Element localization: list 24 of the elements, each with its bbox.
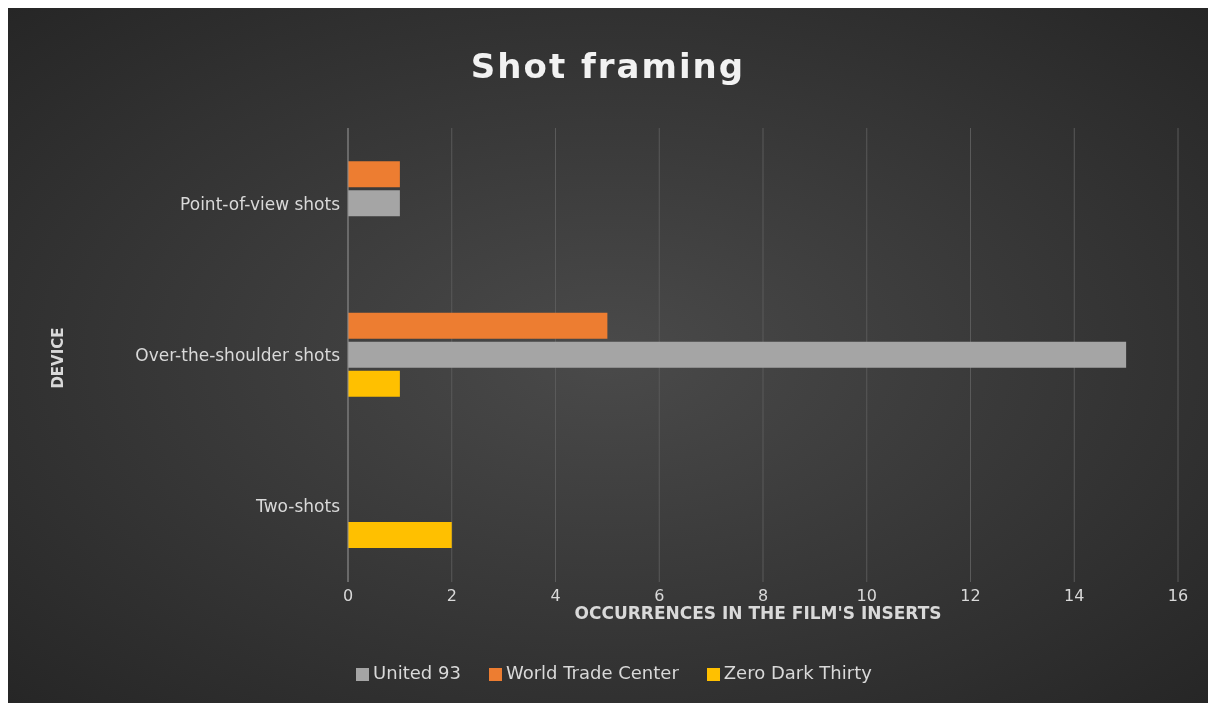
- x-tick-label: 10: [856, 586, 877, 606]
- x-tick-label: 4: [550, 586, 561, 606]
- legend-label: Zero Dark Thirty: [723, 662, 872, 683]
- x-tick-label: 12: [960, 586, 981, 606]
- legend-label: World Trade Center: [505, 662, 679, 683]
- y-tick-label: Over-the-shoulder shots: [135, 345, 341, 366]
- bar: [348, 521, 452, 548]
- x-tick-label: 2: [446, 586, 457, 606]
- bar: [348, 161, 400, 188]
- x-tick-label: 0: [342, 586, 354, 606]
- bar: [348, 312, 608, 339]
- bar: [348, 190, 400, 217]
- x-tick-label: 14: [1064, 586, 1085, 606]
- chart-title: Shot framing: [469, 46, 747, 86]
- x-tick-label: 16: [1167, 586, 1189, 606]
- legend-label: United 93: [373, 662, 461, 683]
- y-tick-label: Point-of-view shots: [180, 193, 341, 214]
- bar: [348, 370, 400, 397]
- x-tick-label: 8: [757, 586, 769, 606]
- y-tick-label: Two-shots: [255, 496, 341, 517]
- x-axis-title: OCCURRENCES IN THE FILM'S INSERTS: [574, 603, 942, 623]
- y-axis-title: DEVICE: [49, 327, 67, 389]
- x-tick-label: 6: [654, 586, 665, 606]
- bar: [348, 341, 1127, 368]
